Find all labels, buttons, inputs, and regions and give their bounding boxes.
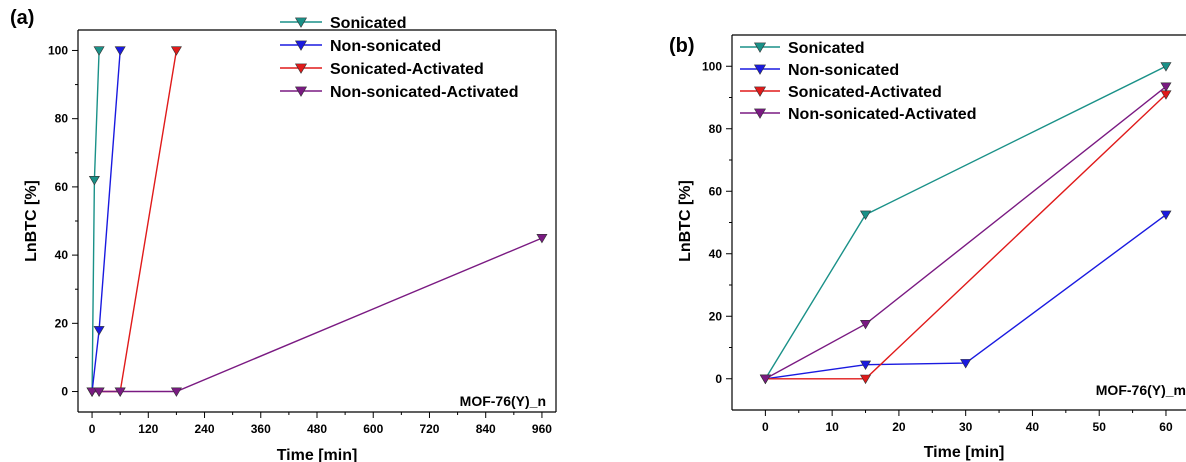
chart-panel-a: (a) 0 120 240 360 480 600 720 840 960 0 20 40 60 80 100… [10,7,557,462]
data-point [536,234,548,244]
y-tick-label: 100 [48,43,68,57]
series-non-sonicated-activated [759,82,1172,385]
y-tick-label: 80 [709,122,723,136]
legend-label: Non-sonicated [330,38,441,55]
data-point [960,359,972,369]
series-sonicated [86,46,105,397]
legend-swatch-marker [294,63,308,74]
x-tick-label: 10 [825,420,839,434]
x-axis-title: Time [min] [277,447,358,462]
x-tick-label: 30 [959,420,973,434]
y-tick-label: 80 [55,112,69,126]
data-point [860,210,872,221]
y-tick-label: 40 [55,248,69,262]
panel-label: (a) [10,7,34,29]
y-tick-label: 60 [55,180,69,194]
x-tick-label: 840 [476,422,496,436]
x-tick-label: 360 [251,422,271,436]
series-non-sonicated [759,210,1172,385]
legend-swatch-marker [753,64,767,75]
x-tick-label: 480 [307,422,327,436]
legend-swatch-marker [294,17,308,28]
series-non-sonicated-activated [86,234,548,397]
data-point [1160,210,1172,221]
x-tick-label: 120 [138,422,158,436]
y-tick-label: 20 [55,316,69,330]
x-tick-label: 60 [1159,420,1173,434]
data-point [860,360,872,371]
y-tick-label: 100 [702,59,722,73]
legend-label: Sonicated-Activated [330,61,484,78]
y-tick-label: 0 [715,372,722,386]
data-point [114,46,126,56]
x-tick-label: 240 [195,422,215,436]
data-point [1160,62,1172,72]
legend-label: Sonicated-Activated [788,84,942,101]
x-tick-label: 50 [1093,420,1107,434]
legend-label: Non-sonicated-Activated [788,106,976,123]
y-tick-label: 60 [709,184,723,198]
x-tick-label: 20 [892,420,906,434]
data-point [1160,82,1172,92]
y-axis-title: LnBTC [%] [677,180,694,262]
data-point [93,387,105,397]
y-tick-label: 0 [61,385,68,399]
data-point [93,46,105,56]
series-line [91,50,121,392]
sample-annotation: MOF-76(Y)_n [460,393,546,409]
x-tick-label: 720 [419,422,439,436]
data-point [170,46,182,56]
data-point [170,387,182,397]
legend-label: Sonicated [330,15,406,32]
series-line [92,237,543,393]
legend-swatch-marker [753,108,767,119]
data-point [114,387,126,397]
series-sonicated-activated [759,90,1172,385]
x-tick-label: 960 [532,422,552,436]
legend: Sonicated Non-sonicated Sonicated-Activate… [740,40,976,123]
panel-label: (b) [669,35,695,57]
legend-label: Non-sonicated [788,62,899,79]
y-tick-label: 20 [709,309,723,323]
data-point [759,374,771,385]
data-point [88,176,100,186]
series-line [92,50,178,393]
data-point [93,326,105,336]
x-tick-label: 600 [363,422,383,436]
series-line [765,214,1167,380]
legend-swatch-marker [753,42,767,53]
legend-swatch-marker [753,86,767,97]
y-axis-title: LnBTC [%] [23,180,40,262]
data-point [86,387,98,397]
series-sonicated-activated [86,46,182,397]
series-line [765,86,1167,380]
series-line [765,93,1167,380]
legend-swatch-marker [294,40,308,51]
y-tick-label: 40 [709,247,723,261]
legend-swatch-marker [294,86,308,97]
x-tick-label: 0 [89,422,96,436]
legend-label: Non-sonicated-Activated [330,84,518,101]
x-axis-title: Time [min] [924,444,1005,461]
legend-label: Sonicated [788,40,864,57]
x-tick-label: 0 [762,420,769,434]
x-tick-label: 40 [1026,420,1040,434]
chart-panel-b: (b) 0 10 20 30 40 50 60 0 20 40 60 80 100 Time [min] Ln… [669,34,1186,461]
data-point [860,320,872,330]
sample-annotation: MOF-76(Y)_m [1096,382,1186,398]
data-point [860,374,872,385]
legend: Sonicated Non-sonicated Sonicated-Activate… [280,15,518,101]
